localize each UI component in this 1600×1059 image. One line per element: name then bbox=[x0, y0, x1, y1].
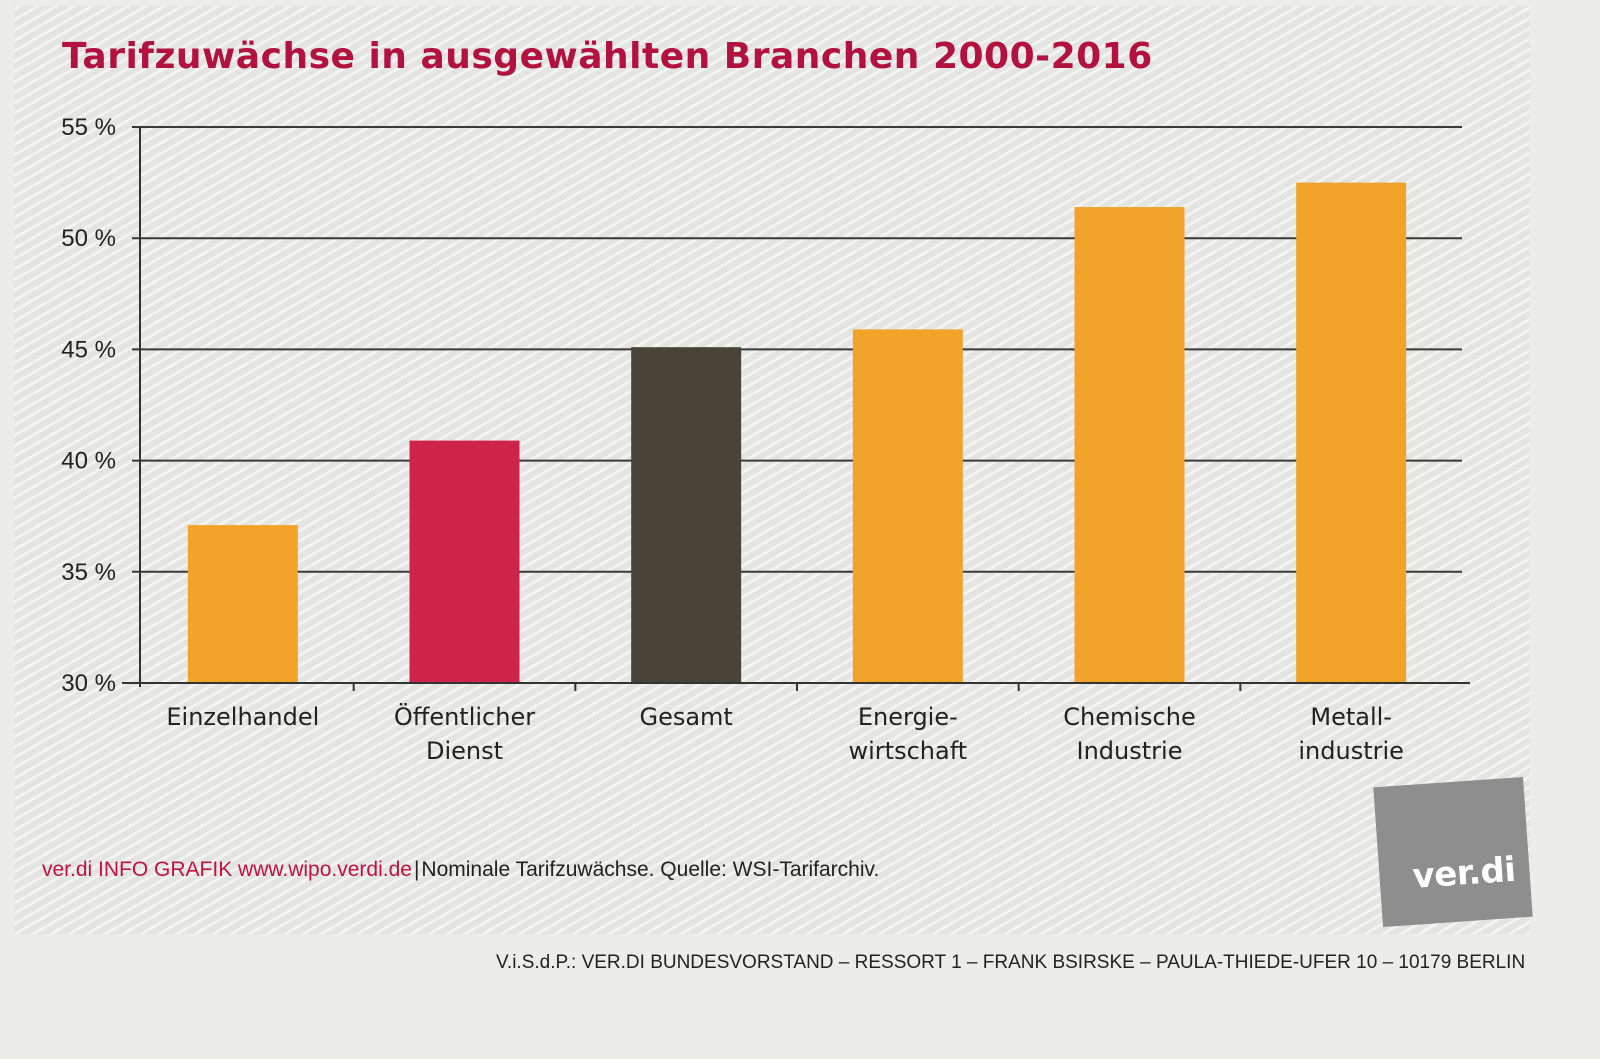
x-category-label-line: Metall- bbox=[1310, 703, 1392, 731]
x-category-label-line: Chemische bbox=[1063, 703, 1195, 731]
verdi-logo: ver.di bbox=[1373, 776, 1533, 928]
x-category-label-line: industrie bbox=[1298, 737, 1404, 765]
footer-separator: | bbox=[413, 858, 420, 881]
bar-6 bbox=[1296, 182, 1407, 683]
x-category-label: Energie-wirtschaft bbox=[849, 703, 968, 765]
x-category-label-line: Dienst bbox=[426, 737, 503, 765]
chart-title: Tarifzuwächse in ausgewählten Branchen 2… bbox=[62, 36, 1153, 77]
x-category-label-line: Industrie bbox=[1077, 737, 1183, 765]
y-tick-label: 50 % bbox=[61, 225, 116, 252]
y-tick-label: 30 % bbox=[61, 670, 116, 697]
footer-source-note: Nominale Tarifzuwächse. Quelle: WSI-Tari… bbox=[421, 858, 880, 881]
x-category-label: Öffentlicher Dienst bbox=[394, 702, 535, 765]
imprint-line: V.i.S.d.P.: VER.DI BUNDESVORSTAND – RESS… bbox=[496, 952, 1526, 973]
y-tick-label: 45 % bbox=[61, 336, 116, 363]
footer-brand: ver.di INFO GRAFIK www.wipo.verdi.de bbox=[42, 858, 412, 881]
x-category-label-line: Gesamt bbox=[639, 703, 732, 731]
x-category-label: Gesamt bbox=[639, 703, 732, 731]
bar-1 bbox=[187, 525, 298, 683]
chart-footer: ver.di INFO GRAFIK www.wipo.verdi.de|Nom… bbox=[42, 858, 879, 882]
bar-2 bbox=[409, 440, 520, 683]
x-category-label: Metall-industrie bbox=[1298, 703, 1404, 765]
bar-4 bbox=[852, 329, 963, 683]
logo-text: ver.di bbox=[1411, 849, 1517, 897]
x-category-label-line: Öffentlicher bbox=[394, 702, 535, 731]
bar-3 bbox=[631, 347, 742, 683]
x-category-label-line: Energie- bbox=[858, 703, 958, 731]
y-tick-label: 40 % bbox=[61, 448, 116, 475]
y-tick-label: 55 % bbox=[61, 114, 116, 141]
y-tick-label: 35 % bbox=[61, 559, 116, 586]
x-category-label: Einzelhandel bbox=[166, 703, 319, 731]
chart-panel bbox=[14, 6, 1530, 934]
x-category-label-line: wirtschaft bbox=[849, 737, 968, 765]
x-category-label-line: Einzelhandel bbox=[166, 703, 319, 731]
bar-5 bbox=[1074, 207, 1185, 683]
x-category-label: Chemische Industrie bbox=[1063, 703, 1195, 765]
